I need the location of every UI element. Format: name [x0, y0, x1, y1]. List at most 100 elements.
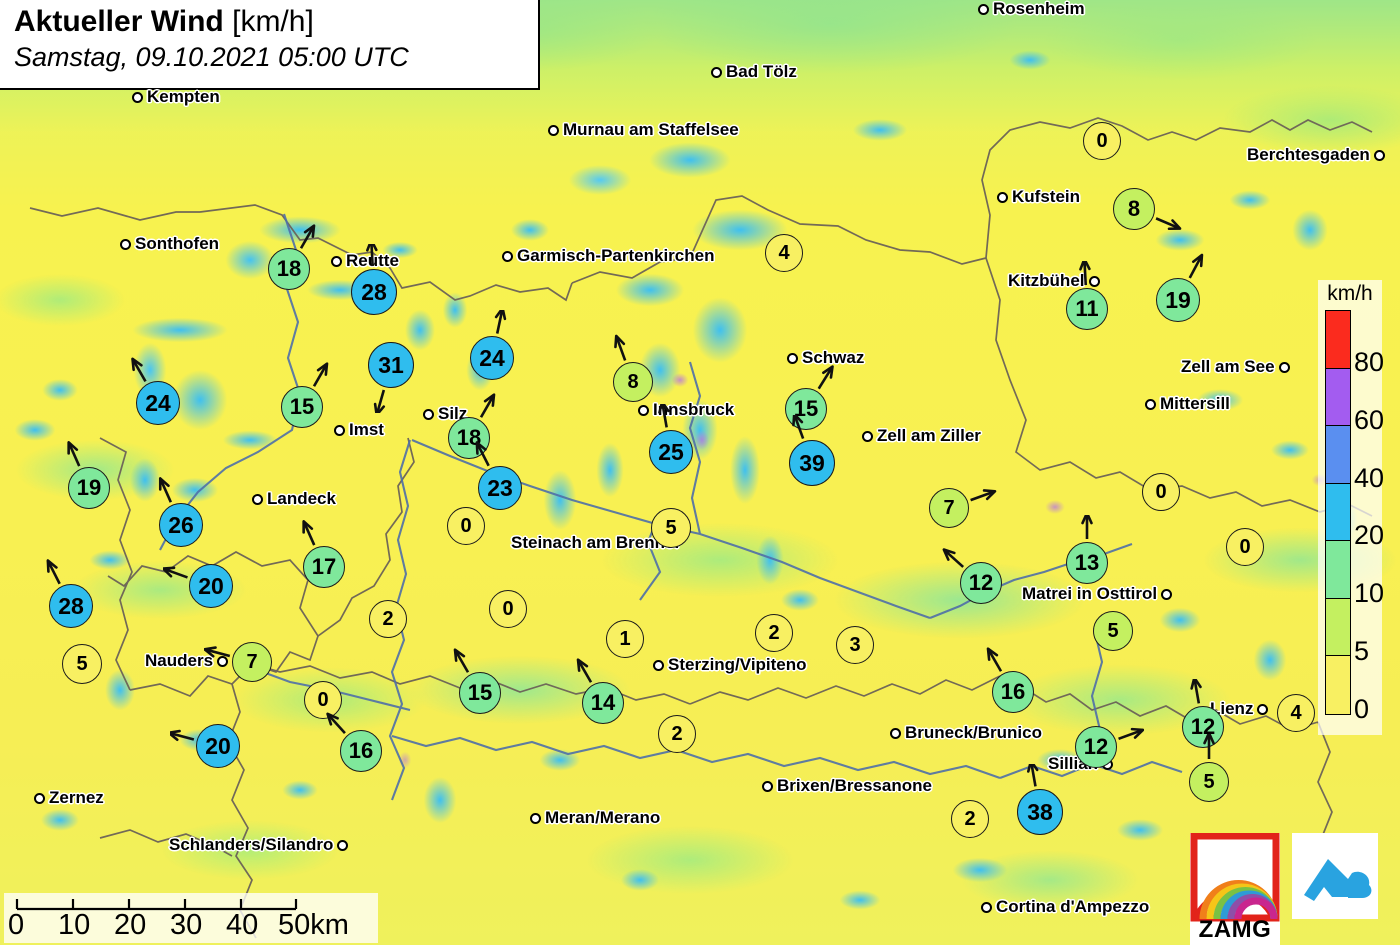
wind-direction-arrow-icon	[576, 658, 593, 683]
city-label: Murnau am Staffelsee	[548, 120, 739, 140]
city-name: Sterzing/Vipiteno	[668, 655, 807, 674]
city-marker-dot	[653, 659, 664, 671]
wind-direction-arrow-icon	[46, 559, 61, 585]
wind-station-marker[interactable]: 1	[577, 591, 673, 687]
wind-direction-arrow-icon	[366, 244, 378, 267]
wind-station-marker[interactable]: 17	[276, 519, 372, 615]
wind-station-marker[interactable]: 28	[326, 244, 422, 340]
city-marker-dot	[1161, 588, 1173, 600]
wind-station-marker[interactable]: 0	[275, 652, 371, 748]
city-marker-dot	[1278, 361, 1290, 373]
wind-station-marker[interactable]: 14	[555, 655, 651, 751]
wind-station-marker[interactable]: 25	[623, 404, 719, 500]
wind-speed-value: 0	[489, 590, 527, 628]
wind-station-marker[interactable]: 5	[623, 480, 719, 576]
city-label: Rosenheim	[978, 0, 1085, 19]
wind-direction-arrow-icon	[970, 489, 997, 502]
wind-station-marker[interactable]: 24	[444, 310, 540, 406]
wind-station-marker[interactable]: 16	[965, 644, 1061, 740]
wind-station-marker[interactable]: 4	[736, 205, 832, 301]
city-label: Nauders	[145, 651, 229, 671]
wind-station-marker[interactable]: 19	[41, 440, 137, 536]
wind-station-marker[interactable]: 0	[418, 478, 514, 574]
city-marker-dot	[530, 812, 541, 824]
wind-station-marker[interactable]: 0	[460, 561, 556, 657]
city-label: Schwaz	[787, 348, 864, 368]
wind-station-marker[interactable]: 12	[1048, 699, 1144, 795]
wind-speed-value: 28	[49, 584, 93, 628]
city-name: Kempten	[147, 87, 220, 106]
wind-direction-arrow-icon	[494, 310, 507, 334]
wind-station-marker[interactable]: 24	[110, 355, 206, 451]
wind-station-marker[interactable]: 20	[170, 698, 266, 794]
city-name: Imst	[349, 420, 384, 439]
city-marker-dot	[34, 792, 45, 804]
wind-speed-value: 18	[268, 248, 310, 290]
wind-station-marker[interactable]: 38	[992, 764, 1088, 860]
scale-label-0: 0	[8, 909, 25, 941]
wind-station-marker[interactable]: 2	[922, 771, 1018, 867]
wind-direction-arrow-icon	[658, 404, 670, 428]
city-label: Meran/Merano	[530, 808, 660, 828]
wind-station-marker[interactable]: 39	[764, 415, 860, 511]
city-label: Sterzing/Vipiteno	[653, 655, 807, 675]
city-name: Zell am See	[1181, 357, 1275, 376]
wind-station-marker[interactable]: 0	[1197, 499, 1293, 595]
wind-station-marker[interactable]: 2	[340, 571, 436, 667]
wind-station-marker[interactable]: 4	[1248, 665, 1344, 761]
wind-station-marker[interactable]: 28	[23, 558, 119, 654]
wind-station-marker[interactable]: 12	[1155, 679, 1251, 775]
wind-station-marker[interactable]: 16	[313, 703, 409, 799]
wind-speed-value: 26	[159, 503, 203, 547]
wind-station-marker[interactable]: 3	[807, 597, 903, 693]
wind-direction-arrow-icon	[158, 477, 173, 503]
wind-station-marker[interactable]: 11	[1039, 261, 1135, 357]
scale-bar-ticks	[15, 899, 298, 911]
wind-station-marker[interactable]: 8	[1086, 161, 1182, 257]
city-marker-dot	[120, 238, 131, 250]
city-label: Zell am See	[1181, 357, 1290, 377]
wind-station-marker[interactable]: 15	[254, 359, 350, 455]
wind-station-marker[interactable]: 31	[343, 317, 439, 413]
wind-station-marker[interactable]: 12	[933, 535, 1029, 631]
wind-speed-value: 0	[447, 507, 485, 545]
wind-station-marker[interactable]: 5	[1161, 734, 1257, 830]
wind-station-marker[interactable]: 20	[163, 538, 259, 634]
wind-station-marker[interactable]: 0	[1054, 93, 1150, 189]
map-title-card: Aktueller Wind [km/h] Samstag, 09.10.202…	[0, 0, 540, 90]
wind-station-marker[interactable]: 19	[1130, 252, 1226, 348]
map-title-main: Aktueller Wind	[14, 5, 224, 38]
city-marker-dot	[217, 655, 229, 667]
city-name: Kufstein	[1012, 187, 1080, 206]
wind-station-marker[interactable]: 15	[432, 645, 528, 741]
wind-speed-value: 38	[1017, 789, 1063, 835]
city-name: Kitzbühel	[1008, 271, 1085, 290]
city-name: Sonthofen	[135, 234, 220, 253]
wind-station-marker[interactable]: 23	[452, 440, 548, 536]
wind-station-marker[interactable]: 0	[1113, 444, 1209, 540]
wind-speed-value: 25	[649, 430, 693, 474]
wind-direction-arrow-icon	[942, 548, 965, 568]
scale-bar: 0 10 20 30 40 50km	[4, 893, 378, 943]
wind-station-marker[interactable]: 5	[34, 616, 130, 712]
wind-station-marker[interactable]: 13	[1039, 515, 1135, 611]
color-legend: km/h 80 60 40 20 10 5 0	[1318, 280, 1384, 735]
wind-station-marker[interactable]: 2	[629, 686, 725, 782]
city-marker-dot	[1257, 703, 1269, 715]
wind-speed-value: 39	[789, 440, 835, 486]
city-marker-dot	[132, 91, 143, 103]
wind-station-marker[interactable]: 8	[585, 334, 681, 430]
wind-speed-value: 15	[459, 672, 501, 714]
wind-station-marker[interactable]: 26	[133, 477, 229, 573]
wind-speed-value: 15	[281, 386, 323, 428]
wind-station-marker[interactable]: 18	[241, 221, 337, 317]
wind-speed-value: 12	[1075, 726, 1117, 768]
wind-station-marker[interactable]: 2	[726, 585, 822, 681]
wind-direction-arrow-icon	[302, 520, 316, 546]
wind-station-marker[interactable]: 5	[1065, 583, 1161, 679]
city-label: Cortina d'Ampezzo	[981, 897, 1149, 917]
wind-station-marker[interactable]: 7	[901, 460, 997, 556]
wind-station-marker[interactable]: 7	[204, 614, 300, 710]
city-marker-dot	[890, 727, 901, 739]
